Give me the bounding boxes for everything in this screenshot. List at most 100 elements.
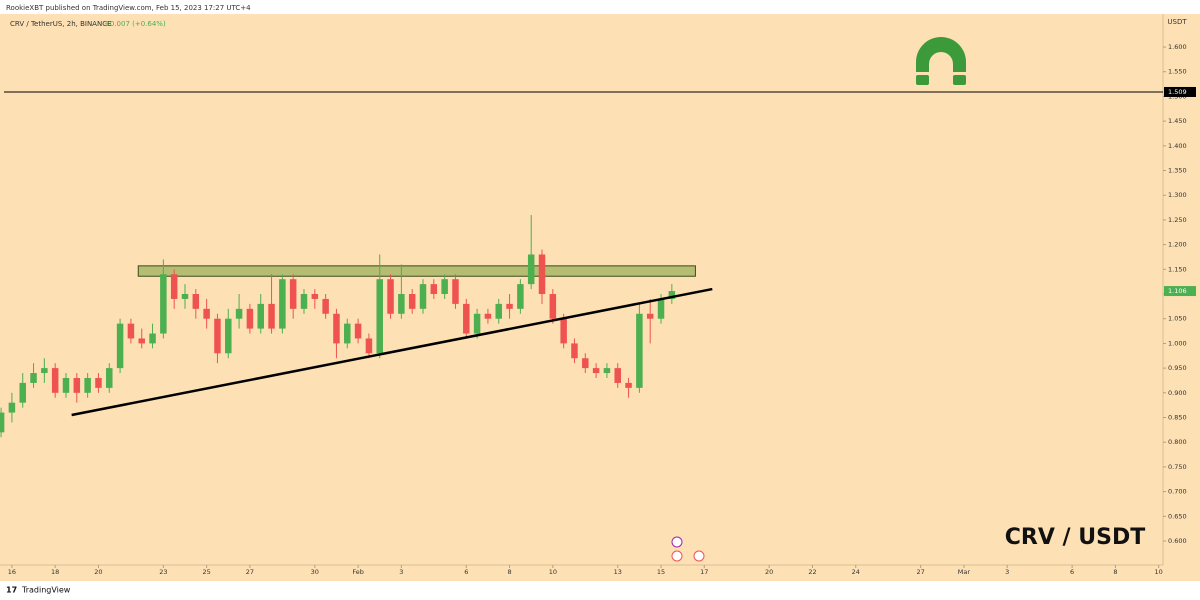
- candle-body: [603, 368, 611, 374]
- y-tick-label: 1.600: [1168, 43, 1187, 51]
- logo: [916, 37, 966, 85]
- candle-body: [149, 333, 156, 344]
- y-tick-label: 1.050: [1168, 315, 1187, 323]
- candle-body: [246, 308, 254, 329]
- candle-body: [430, 284, 438, 295]
- x-tick-label: 10: [1155, 568, 1163, 576]
- candle-body: [106, 368, 113, 388]
- candle-body: [365, 338, 373, 354]
- candle-body: [127, 323, 135, 339]
- x-tick-label: 30: [311, 568, 319, 576]
- candle-body: [419, 284, 427, 309]
- candle-body: [73, 377, 81, 393]
- candle-body: [398, 294, 405, 314]
- x-tick-label: 27: [917, 568, 925, 576]
- x-tick-label: 20: [94, 568, 102, 576]
- logo-arch: [916, 37, 966, 72]
- x-tick-label: 10: [549, 568, 557, 576]
- change: +0.007 (+0.64%): [104, 20, 166, 28]
- candle-body: [571, 343, 578, 359]
- chart-title: CRV / TetherUS, 2h, BINANCE: [10, 20, 112, 28]
- candle-body: [95, 377, 102, 388]
- candle-body: [51, 368, 59, 393]
- candle-body: [646, 313, 654, 319]
- x-tick-label: 3: [1005, 568, 1009, 576]
- y-tick-label: 1.550: [1168, 68, 1187, 76]
- candle-body: [333, 313, 340, 344]
- candle-body: [62, 377, 70, 393]
- x-tick-label: 6: [1070, 568, 1074, 576]
- candle-body: [592, 368, 600, 374]
- candle-body: [0, 412, 5, 433]
- candle-body: [452, 279, 459, 304]
- candle-body: [116, 323, 124, 369]
- candle-body: [538, 254, 546, 295]
- x-tick-label: 8: [507, 568, 511, 576]
- y-tick-label: 1.000: [1168, 339, 1187, 347]
- candle-body: [376, 279, 383, 354]
- candle-body: [203, 308, 210, 319]
- candle-body: [495, 303, 502, 319]
- y-tick-label: 0.850: [1168, 414, 1187, 422]
- x-tick-label: 16: [8, 568, 16, 576]
- last-price-tag: [1164, 286, 1196, 297]
- candle-body: [657, 298, 665, 319]
- x-tick-label: Mar: [958, 568, 971, 576]
- y-tick-label: 0.950: [1168, 364, 1187, 372]
- candle-body: [84, 377, 91, 393]
- last-price-label: 1.106: [1168, 287, 1187, 295]
- event-icon: [671, 550, 683, 562]
- candle-body: [300, 294, 308, 309]
- x-tick-label: 13: [614, 568, 622, 576]
- candle-body: [192, 294, 200, 309]
- x-tick-label: 22: [808, 568, 816, 576]
- candle-body: [614, 368, 621, 383]
- logo-foot: [953, 75, 966, 85]
- candle-body: [408, 294, 416, 309]
- x-tick-label: 6: [464, 568, 468, 576]
- y-tick-label: 1.300: [1168, 191, 1187, 199]
- candle-body: [549, 294, 557, 319]
- x-tick-label: 20: [765, 568, 773, 576]
- candle-body: [506, 303, 513, 309]
- candle-body: [517, 284, 524, 309]
- candle-body: [311, 294, 319, 299]
- x-tick-label: 23: [159, 568, 167, 576]
- trendline: [71, 287, 713, 417]
- x-tick-label: 24: [852, 568, 860, 576]
- footer: TradingView: [21, 586, 71, 595]
- chart-background: [0, 14, 1200, 581]
- y-tick-label: 0.750: [1168, 463, 1187, 471]
- y-tick-label: 1.250: [1168, 216, 1187, 224]
- footer-logo: 𝟭𝟳: [6, 586, 17, 595]
- candle-body: [668, 291, 676, 299]
- resistance-zone: [137, 265, 696, 277]
- y-tick-label: 1.200: [1168, 241, 1187, 249]
- candle-body: [225, 318, 232, 354]
- event-icon: [693, 550, 705, 562]
- horizontal-line-label: 1.509: [1168, 88, 1187, 96]
- candle-body: [322, 298, 329, 314]
- y-tick-label: 0.600: [1168, 537, 1187, 545]
- candle-body: [473, 313, 481, 334]
- candle-body: [354, 323, 362, 339]
- candle-body: [527, 254, 535, 285]
- candle-body: [441, 279, 448, 295]
- x-tick-label: 3: [399, 568, 403, 576]
- header: RookieXBT published on TradingView.com, …: [6, 4, 251, 12]
- candle-body: [289, 279, 297, 309]
- candle-body: [463, 303, 470, 334]
- y-tick-label: 1.450: [1168, 117, 1187, 125]
- candle-body: [636, 313, 643, 388]
- horizontal-line-tag: [1164, 86, 1196, 97]
- y-axis-label: USDT: [1167, 18, 1187, 26]
- candle-body: [344, 323, 351, 344]
- y-tick-label: 1.400: [1168, 142, 1187, 150]
- x-tick-label: 25: [202, 568, 210, 576]
- candle-body: [19, 382, 26, 403]
- candle-body: [625, 382, 632, 388]
- candle-body: [279, 279, 286, 329]
- candle-body: [30, 373, 37, 383]
